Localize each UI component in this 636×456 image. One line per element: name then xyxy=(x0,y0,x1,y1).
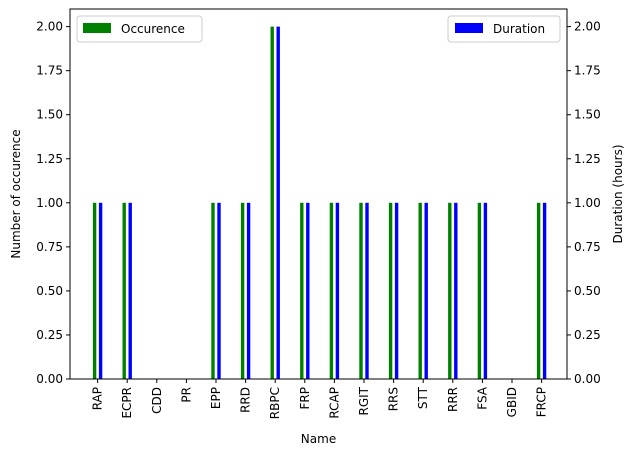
x-tick-label: RGIT xyxy=(357,386,371,415)
legend-swatch-occurence xyxy=(83,23,111,33)
y2-tick-label: 0.25 xyxy=(574,328,601,342)
bar-occurence-frp xyxy=(300,202,304,379)
bar-occurence-rrs xyxy=(388,202,393,379)
bar-duration-epp xyxy=(217,202,221,379)
bar-duration-fsa xyxy=(483,202,488,379)
bar-occurence-rgit xyxy=(359,202,363,379)
legend-swatch-duration xyxy=(455,23,483,33)
x-tick-label: RRR xyxy=(446,387,460,412)
x-tick-label: RCAP xyxy=(327,387,341,419)
y-tick-label: 1.00 xyxy=(36,196,63,210)
bar-occurence-epp xyxy=(211,202,215,379)
legend-label-occurence: Occurence xyxy=(121,22,185,36)
legend-occurence: Occurence xyxy=(76,15,203,43)
x-tick-label: RRS xyxy=(387,387,401,411)
y-tick-label: 0.75 xyxy=(36,240,63,254)
x-axis: RAP ECPR CDD PR EPP RRD RBPC FRP RCAP RGIT RRS STT R… xyxy=(91,379,549,419)
x-tick-label: RAP xyxy=(91,387,105,410)
x-tick-label: FSA xyxy=(475,386,489,410)
y-tick-label: 1.25 xyxy=(36,152,63,166)
bar-occurence-rcap xyxy=(329,202,334,379)
x-tick-label: GBID xyxy=(505,387,519,417)
bar-duration-rrd xyxy=(246,202,251,379)
right-y-axis-title: Duration (hours) xyxy=(611,144,625,243)
bar-occurence-rap xyxy=(92,202,97,379)
bar-duration-frcp xyxy=(542,202,547,379)
x-axis-title: Name xyxy=(301,432,336,446)
occurence-bars xyxy=(92,26,541,379)
y2-tick-label: 0.50 xyxy=(574,284,601,298)
bar-duration-rgit xyxy=(365,202,369,379)
y-tick-label: 0.00 xyxy=(36,372,63,386)
x-tick-label: ECPR xyxy=(120,387,134,419)
y-tick-label: 1.50 xyxy=(36,108,63,122)
y2-tick-label: 0.00 xyxy=(574,372,601,386)
y2-tick-label: 1.75 xyxy=(574,64,601,78)
x-tick-label: STT xyxy=(416,386,430,409)
legend-label-duration: Duration xyxy=(493,22,545,36)
x-tick-label: RRD xyxy=(239,387,253,413)
bar-duration-frp xyxy=(306,202,310,379)
duration-bars xyxy=(98,26,547,379)
bar-occurence-stt xyxy=(418,202,422,379)
bar-duration-rbpc xyxy=(276,26,280,379)
legend-frame xyxy=(447,15,561,43)
x-tick-label: PR xyxy=(179,387,193,403)
y2-tick-label: 1.50 xyxy=(574,108,601,122)
x-tick-label: FRCP xyxy=(535,387,549,417)
bar-duration-rrs xyxy=(394,202,399,379)
y2-tick-label: 1.25 xyxy=(574,152,601,166)
right-y-axis: 0.00 0.25 0.50 0.75 1.00 1.25 1.50 1.75 2.00 xyxy=(567,20,601,386)
y2-tick-label: 1.00 xyxy=(574,196,601,210)
bar-occurence-ecpr xyxy=(122,202,126,379)
bar-duration-stt xyxy=(424,202,428,379)
x-tick-label: EPP xyxy=(209,387,223,409)
left-y-axis-title: Number of occurence xyxy=(9,129,23,258)
x-tick-label: CDD xyxy=(150,387,164,414)
y2-tick-label: 0.75 xyxy=(574,240,601,254)
bar-occurence-rrd xyxy=(240,202,245,379)
bar-occurence-rrr xyxy=(448,202,452,379)
bar-duration-rrr xyxy=(454,202,458,379)
x-tick-label: FRP xyxy=(298,387,312,409)
y2-tick-label: 2.00 xyxy=(574,20,601,34)
bar-duration-rap xyxy=(98,202,103,379)
plot-frame xyxy=(69,8,568,380)
bar-occurence-frcp xyxy=(536,202,541,379)
bar-duration-ecpr xyxy=(128,202,132,379)
y-tick-label: 0.50 xyxy=(36,284,63,298)
y-tick-label: 0.25 xyxy=(36,328,63,342)
left-y-axis: 0.00 0.25 0.50 0.75 1.00 1.25 1.50 1.75 2.00 xyxy=(36,20,70,386)
bar-occurence-rbpc xyxy=(270,26,274,379)
y-tick-label: 1.75 xyxy=(36,64,63,78)
bar-occurence-fsa xyxy=(477,202,482,379)
y-tick-label: 2.00 xyxy=(36,20,63,34)
bar-duration-rcap xyxy=(335,202,340,379)
legend-duration: Duration xyxy=(447,15,561,43)
x-tick-label: RBPC xyxy=(268,387,282,419)
legend-frame xyxy=(76,15,203,43)
